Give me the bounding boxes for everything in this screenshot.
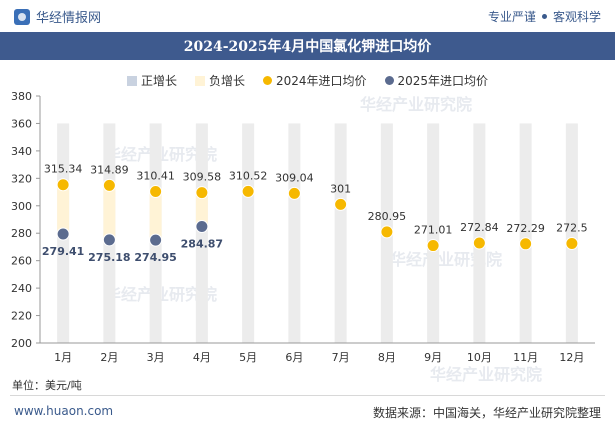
dot-icon — [541, 14, 547, 19]
y-tick-label: 280 — [11, 227, 32, 240]
chart-title: 2024-2025年4月中国氯化钾进口均价 — [183, 39, 432, 55]
slogan: 专业严谨 客观科学 — [488, 8, 601, 25]
x-tick-label: 11月 — [513, 351, 538, 364]
data-label-2024: 314.89 — [90, 163, 129, 176]
x-tick-label: 4月 — [193, 351, 211, 364]
point-2024 — [102, 178, 116, 192]
brand-logo-icon — [14, 8, 30, 25]
x-tick-label: 5月 — [239, 351, 257, 364]
footer-site: www.huaon.com — [14, 404, 114, 418]
negative-growth-bar — [103, 185, 116, 240]
data-label-2024: 301 — [330, 182, 351, 195]
x-tick-label: 3月 — [147, 351, 165, 364]
data-label-2025: 275.18 — [88, 251, 130, 264]
data-label-2024: 272.29 — [506, 222, 545, 235]
negative-growth-bar — [149, 191, 162, 241]
legend: 正增长 负增长 2024年进口均价 2025年进口均价 — [0, 72, 615, 89]
footer-source: 数据来源：中国海关，华经产业研究院整理 — [372, 406, 601, 420]
point-2024 — [334, 197, 348, 211]
point-2025 — [102, 233, 116, 247]
background-column — [242, 123, 255, 343]
x-tick-label: 2月 — [100, 351, 118, 364]
point-2024 — [472, 236, 486, 250]
legend-label-2025: 2025年进口均价 — [397, 74, 489, 88]
legend-swatch-positive — [126, 75, 137, 86]
point-2024 — [56, 178, 70, 192]
legend-item-positive: 正增长 — [126, 72, 177, 89]
legend-label-2024: 2024年进口均价 — [275, 74, 367, 88]
title-bar: 2024-2025年4月中国氯化钾进口均价 — [0, 32, 615, 60]
point-2024 — [241, 184, 255, 198]
x-tick-label: 10月 — [467, 351, 492, 364]
background-column — [288, 123, 301, 343]
data-label-2024: 271.01 — [414, 224, 453, 237]
x-tick-label: 1月 — [54, 351, 72, 364]
legend-label-negative: 负增长 — [208, 74, 245, 88]
x-tick-label: 8月 — [378, 351, 396, 364]
y-tick-label: 300 — [11, 200, 32, 213]
brand: 华经情报网 — [14, 7, 101, 26]
legend-swatch-negative — [194, 75, 205, 86]
data-label-2024: 315.34 — [44, 163, 83, 176]
point-2024 — [380, 225, 394, 239]
point-2025 — [195, 220, 209, 234]
legend-item-2024: 2024年进口均价 — [262, 72, 367, 89]
data-label-2024: 309.58 — [183, 171, 222, 184]
y-tick-label: 340 — [11, 145, 32, 158]
brand-name: 华经情报网 — [36, 11, 102, 26]
data-label-2025: 274.95 — [134, 251, 176, 264]
point-2025 — [56, 227, 70, 241]
background-column — [334, 123, 347, 343]
y-tick-label: 380 — [11, 90, 32, 103]
point-2024 — [287, 186, 301, 200]
y-tick-label: 240 — [11, 282, 32, 295]
unit-label: 单位：美元/吨 — [12, 379, 82, 392]
watermark-text: 华经产业研究院 — [430, 365, 542, 384]
legend-item-negative: 负增长 — [194, 72, 245, 89]
point-2024 — [195, 186, 209, 200]
point-2025 — [149, 233, 163, 247]
legend-swatch-2024 — [262, 76, 272, 85]
data-label-2025: 284.87 — [181, 238, 223, 251]
top-bar: 华经情报网 专业严谨 客观科学 — [0, 0, 615, 32]
x-tick-label: 12月 — [559, 351, 584, 364]
background-column — [565, 123, 578, 343]
point-2024 — [149, 184, 163, 198]
footer: www.huaon.com 数据来源：中国海关，华经产业研究院整理 — [0, 395, 615, 427]
data-label-2024: 309.04 — [275, 171, 314, 184]
watermark-text: 华经产业研究院 — [360, 95, 472, 114]
y-tick-label: 260 — [11, 255, 32, 268]
data-label-2025: 279.41 — [42, 245, 84, 258]
slogan-left: 专业严谨 — [487, 10, 536, 24]
y-tick-label: 320 — [11, 172, 32, 185]
negative-growth-bar — [57, 184, 70, 235]
background-column — [473, 123, 486, 343]
x-tick-label: 6月 — [285, 351, 303, 364]
y-tick-label: 200 — [11, 337, 32, 350]
legend-item-2025: 2025年进口均价 — [384, 72, 489, 89]
point-2024 — [426, 239, 440, 253]
slogan-right: 客观科学 — [552, 10, 601, 24]
data-label-2024: 310.52 — [229, 169, 268, 182]
legend-label-positive: 正增长 — [140, 74, 177, 88]
point-2024 — [565, 237, 579, 251]
background-column — [427, 123, 440, 343]
point-2024 — [519, 237, 533, 251]
negative-growth-bar — [195, 192, 208, 227]
data-label-2024: 272.5 — [556, 222, 588, 235]
background-column — [195, 123, 208, 343]
footer-divider — [10, 395, 605, 396]
x-tick-label: 7月 — [332, 351, 350, 364]
y-tick-label: 220 — [11, 310, 32, 323]
y-tick-label: 360 — [11, 117, 32, 130]
data-label-2024: 280.95 — [368, 210, 407, 223]
data-label-2024: 272.84 — [460, 221, 499, 234]
data-label-2024: 310.41 — [136, 169, 175, 182]
x-tick-label: 9月 — [424, 351, 442, 364]
legend-swatch-2025 — [384, 76, 394, 85]
background-column — [519, 123, 532, 343]
